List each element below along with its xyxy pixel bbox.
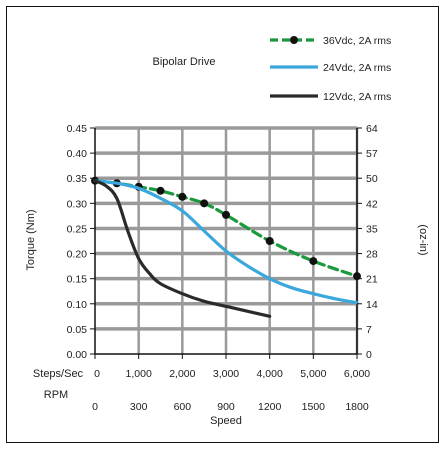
x-rpm-tick-label: 300	[130, 401, 148, 413]
y-left-tick-label: 0.40	[67, 148, 88, 160]
x-steps-tick-label: 1,000	[126, 368, 152, 380]
y-left-tick-label: 0.45	[67, 123, 88, 135]
series-1-marker	[309, 257, 318, 266]
y-right-tick-label: 7	[366, 324, 372, 336]
x-steps-tick-label: 3,000	[213, 368, 239, 380]
y-axis-right-ticks: 0 7 14 21 28 35 42 50 57 64	[357, 123, 378, 361]
chart-title: Bipolar Drive	[153, 56, 216, 68]
y-right-tick-label: 64	[366, 123, 378, 135]
legend-label-3: 12Vdc, 2A rms	[323, 91, 391, 103]
series-1-marker	[222, 210, 230, 219]
steps-per-sec-label: Steps/Sec	[33, 368, 84, 380]
series-line-3	[93, 179, 272, 318]
y-left-tick-label: 0.25	[67, 223, 88, 235]
x-axis-label: Speed	[210, 415, 242, 427]
x-rpm-tick-label: 1800	[345, 401, 369, 413]
y-left-tick-label: 0.20	[67, 249, 88, 261]
grid	[94, 126, 359, 355]
x-rpm-tick-label: 900	[217, 401, 235, 413]
y-axis-left-label: Torque (Nm)	[25, 209, 37, 270]
legend: 36Vdc, 2A rms 24Vdc, 2A rms 12Vdc, 2A rms	[270, 35, 391, 103]
x-axis-rpm-ticks: 0 300 600 900 1200 1500 1800	[92, 401, 369, 413]
y-right-tick-label: 28	[366, 249, 378, 261]
y-right-tick-label: 57	[366, 148, 378, 160]
x-steps-tick-label: 0	[94, 368, 100, 380]
x-rpm-tick-label: 0	[92, 401, 98, 413]
chart-frame	[6, 6, 439, 443]
y-right-tick-label: 35	[366, 223, 378, 235]
series-1-marker	[200, 199, 209, 208]
x-steps-tick-label: 4,000	[257, 368, 283, 380]
legend-marker	[290, 36, 298, 44]
legend-label-2: 24Vdc, 2A rms	[323, 62, 391, 74]
y-right-tick-label: 50	[366, 173, 378, 185]
y-axis-left-ticks: 0.00 0.05 0.10 0.15 0.20 0.25 0.30 0.35 0.40 0.45	[67, 123, 95, 361]
y-left-tick-label: 0.00	[67, 349, 88, 361]
rpm-label: RPM	[44, 389, 68, 401]
series-1-marker	[353, 272, 361, 281]
y-right-tick-label: 42	[366, 198, 378, 210]
y-axis-right-label: (oz-in)	[417, 224, 429, 255]
y-right-tick-label: 14	[366, 299, 378, 311]
y-right-tick-label: 0	[366, 349, 372, 361]
y-right-tick-label: 21	[366, 274, 378, 286]
series-1-marker	[156, 186, 165, 195]
y-left-tick-label: 0.35	[67, 173, 88, 185]
x-axis-steps-ticks: 0 1,000 2,000 3,000 4,000 5,000 6,000	[94, 354, 370, 380]
y-left-tick-label: 0.15	[67, 274, 88, 286]
y-left-tick-label: 0.10	[67, 299, 88, 311]
y-left-tick-label: 0.30	[67, 198, 88, 210]
x-rpm-tick-label: 1200	[258, 401, 282, 413]
y-left-tick-label: 0.05	[67, 324, 88, 336]
legend-label-1: 36Vdc, 2A rms	[323, 35, 391, 47]
x-steps-tick-label: 2,000	[169, 368, 195, 380]
x-rpm-tick-label: 600	[174, 401, 192, 413]
series-1-marker	[178, 192, 187, 201]
series-line-2	[93, 179, 359, 305]
x-steps-tick-label: 6,000	[344, 368, 370, 380]
series-layer	[91, 176, 361, 318]
x-steps-tick-label: 5,000	[300, 368, 326, 380]
x-rpm-tick-label: 1500	[302, 401, 326, 413]
series-1-marker	[265, 237, 274, 245]
